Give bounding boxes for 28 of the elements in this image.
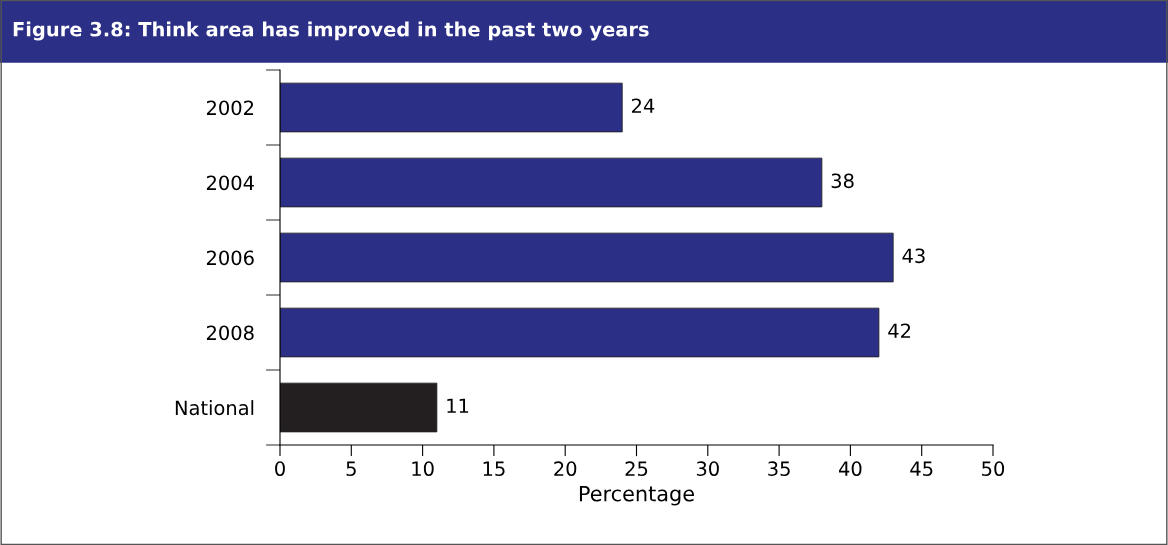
y-tick-label: 2002	[206, 100, 254, 116]
x-tick-label: 30	[696, 461, 719, 477]
x-axis-title: Percentage	[579, 485, 694, 506]
data-label: 43	[902, 248, 925, 264]
x-tick-label: 45	[910, 461, 933, 477]
x-tick-label: 25	[625, 461, 648, 477]
bar	[280, 157, 823, 208]
y-tick-label: National	[175, 400, 254, 416]
data-label: 11	[447, 398, 469, 413]
bar	[280, 307, 880, 358]
chart-title: Figure 3.8: Think area has improved in the past two years	[13, 21, 649, 41]
x-tick-label: 0	[275, 461, 285, 477]
data-label: 24	[632, 98, 655, 113]
x-tick-label: 5	[346, 461, 356, 477]
x-tick-label: 40	[838, 461, 862, 477]
data-label: 38	[831, 173, 854, 189]
x-tick-label: 50	[982, 461, 1005, 477]
x-tick-label: 10	[412, 461, 434, 477]
bar	[280, 232, 894, 283]
data-label: 42	[888, 323, 911, 338]
bar	[280, 382, 438, 433]
y-tick-label: 2006	[206, 250, 254, 266]
y-tick-label: 2008	[206, 325, 254, 341]
x-tick-label: 20	[554, 461, 577, 477]
x-tick-label: 35	[768, 461, 790, 477]
x-tick-label: 15	[483, 461, 505, 477]
y-tick-label: 2004	[206, 175, 254, 191]
bar	[280, 82, 623, 133]
